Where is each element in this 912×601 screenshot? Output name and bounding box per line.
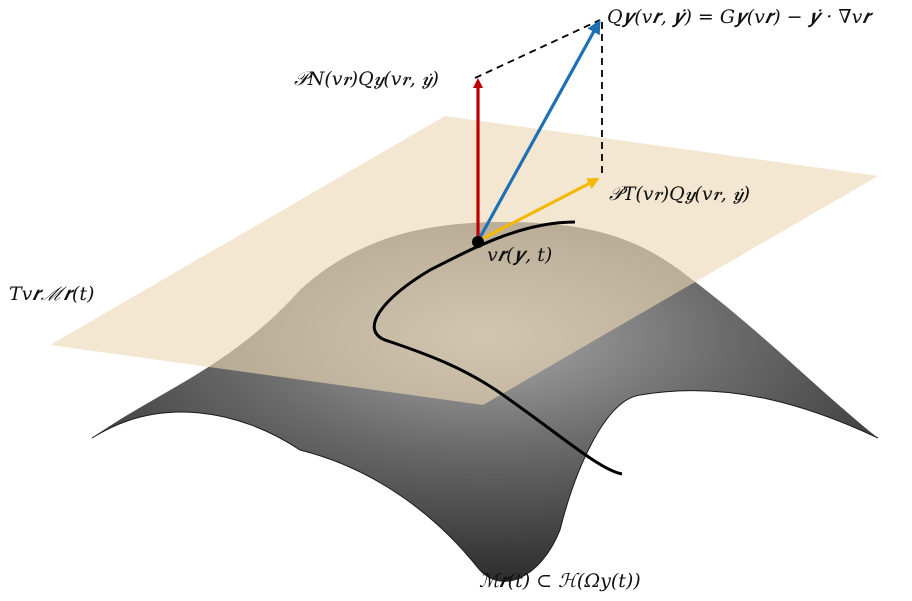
q-vector-label: Q𝒚(v𝒓, 𝒚̇) = G𝒚(v𝒓) − 𝒚̇ · ∇v𝒓 <box>607 6 871 28</box>
point-label: v𝒓(𝒚, t) <box>487 244 553 266</box>
trajectory-curve <box>372 220 623 476</box>
tangent-projection-label: 𝒫T(v𝒓)Q𝒚(v𝒓, 𝒚̇) <box>609 183 750 205</box>
tangent-arrow <box>477 178 600 243</box>
manifold-label: ℳ𝒓(t) ⊂ ℋ(Ωy(t)) <box>479 570 641 592</box>
q-arrow <box>476 19 601 242</box>
dashed-top <box>474 19 601 79</box>
tangent-plane <box>50 116 878 405</box>
base-point <box>472 236 484 248</box>
normal-projection-label: 𝒫N(v𝒓)Q𝒚(v𝒓, 𝒚̇) <box>294 68 439 90</box>
tangent-space-label: Tv𝒓ℳ𝒓(t) <box>9 283 95 305</box>
